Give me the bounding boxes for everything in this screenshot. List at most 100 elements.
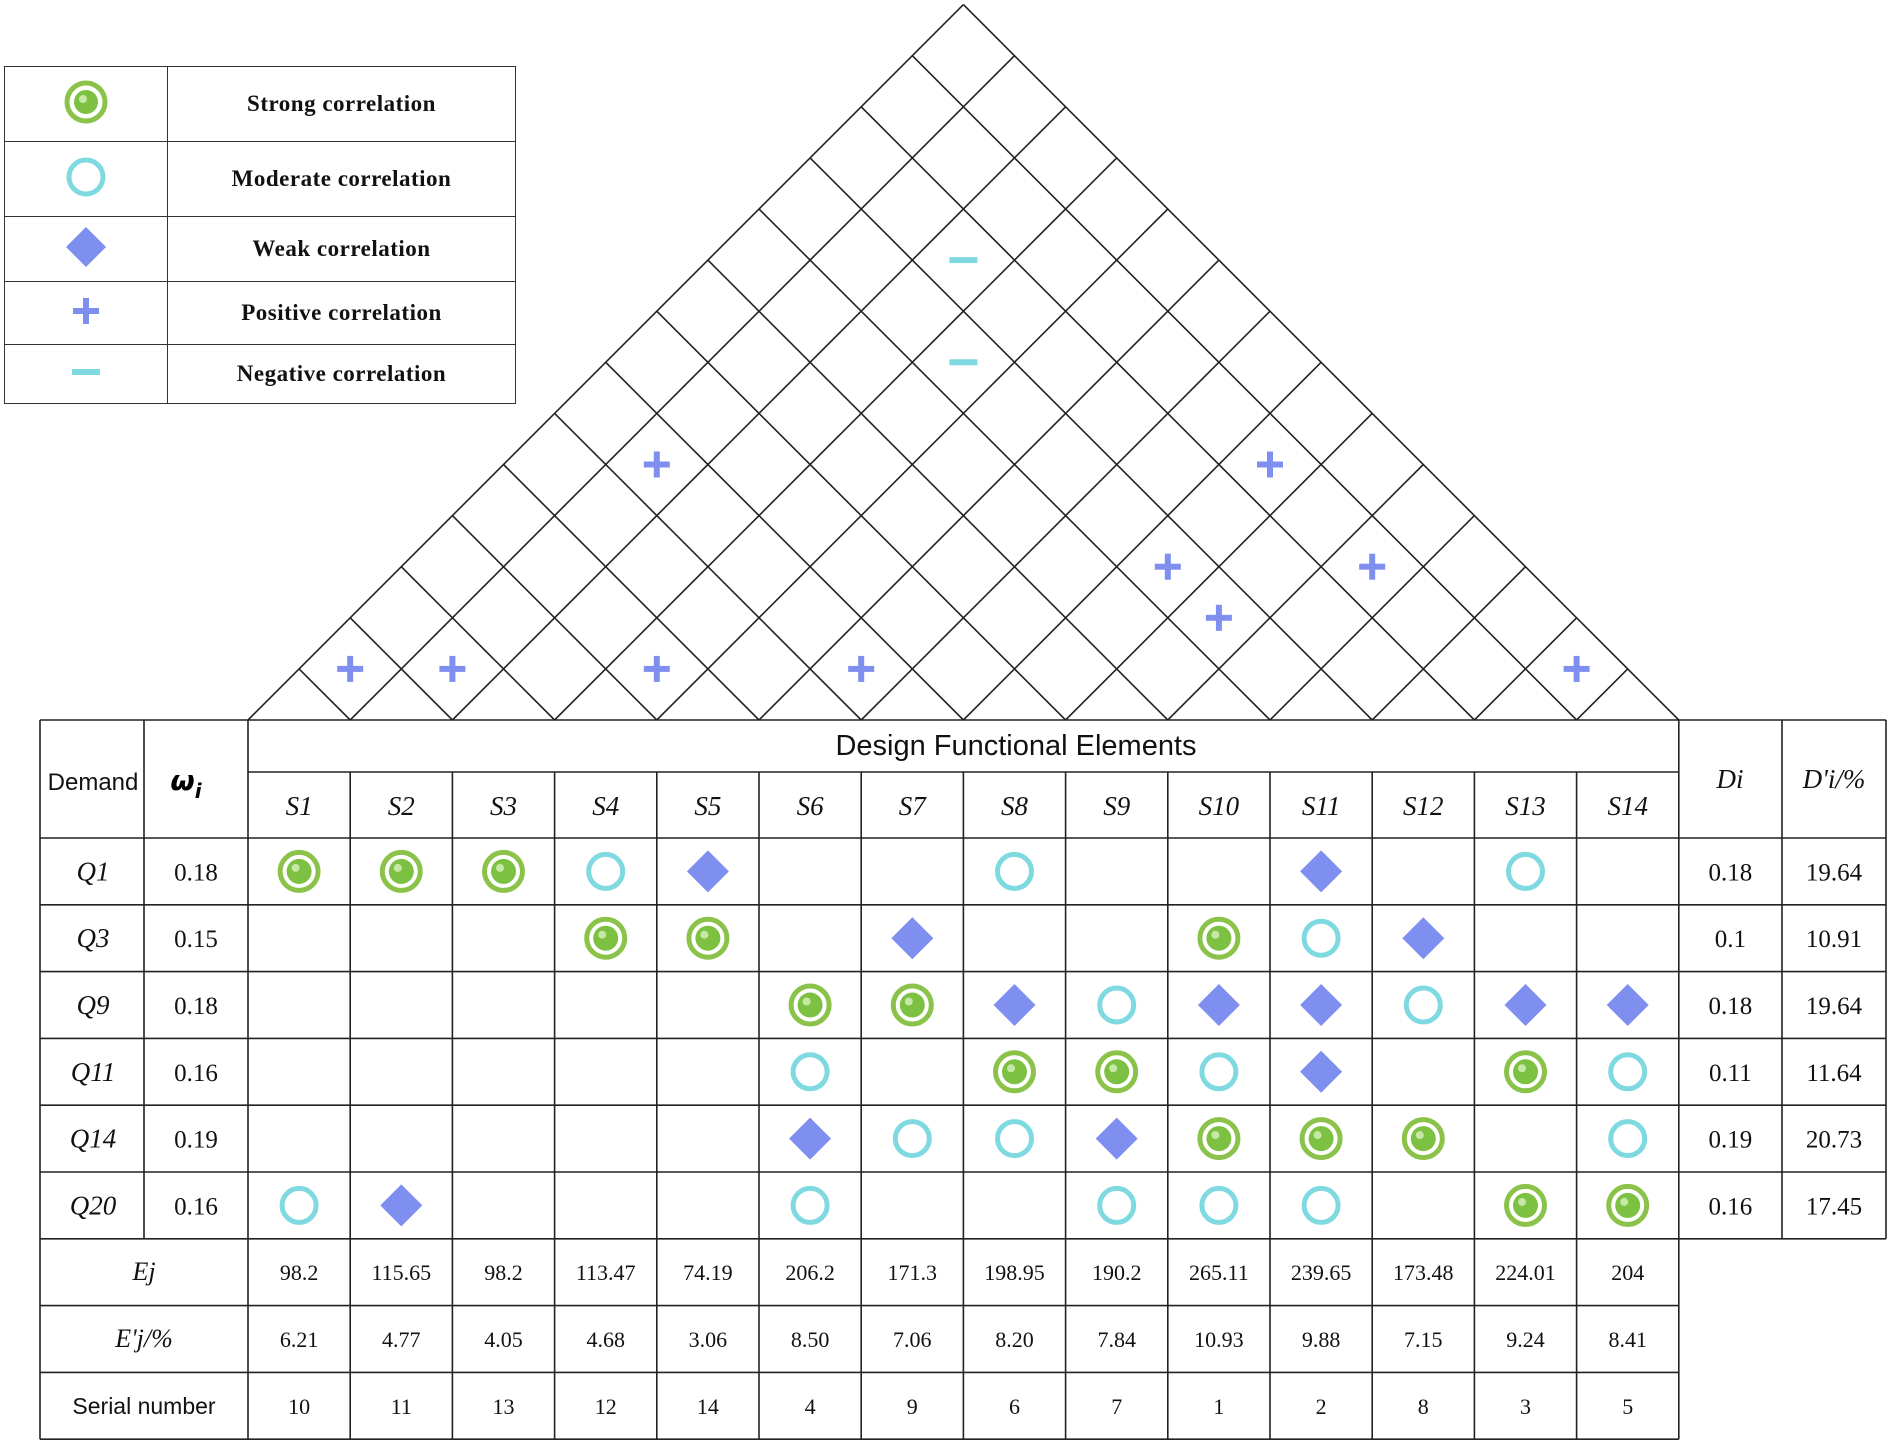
roof-line: [298, 668, 351, 720]
footer-value: 14: [697, 1394, 719, 1419]
di-value: 0.19: [1709, 1127, 1753, 1154]
roof-line: [349, 55, 1016, 720]
demand-label: Q14: [70, 1124, 117, 1154]
footer-value: 2: [1316, 1394, 1327, 1419]
footer-value: 9: [907, 1394, 918, 1419]
strong-icon: [1606, 1183, 1650, 1227]
body-rows: Q1 0.18 0.18 19.64 Q3 0.15 0.1 10.91 Q9 0.18 0.18 1…: [70, 849, 1863, 1227]
header-group-title: Design Functional Elements: [835, 730, 1196, 762]
roof-line: [758, 208, 1271, 720]
dpi-value: 19.64: [1806, 859, 1863, 886]
strong-icon: [1504, 1050, 1547, 1094]
weak-icon: [993, 984, 1036, 1026]
roof-line: [656, 310, 1067, 720]
table-row: Q20 0.16 0.16 17.45: [70, 1183, 1862, 1227]
plus-icon: [1257, 451, 1283, 478]
roof-line: [1167, 463, 1424, 720]
strong-icon: [379, 849, 423, 893]
dpi-value: 10.91: [1806, 926, 1862, 953]
footer-value: 7.06: [893, 1327, 932, 1352]
strong-icon: [890, 983, 934, 1027]
weak-icon: [1606, 984, 1649, 1026]
demand-label: Q20: [70, 1190, 117, 1220]
table-row: Q3 0.15 0.1 10.91: [77, 916, 1862, 960]
footer-value: 171.3: [888, 1260, 938, 1285]
footer-value: 198.95: [984, 1260, 1045, 1285]
header-demand: Demand: [48, 769, 139, 796]
footer-value: 9.88: [1302, 1327, 1341, 1352]
plus-icon: [1359, 553, 1386, 580]
plus-icon: [643, 451, 670, 478]
moderate-icon: [1608, 1119, 1648, 1159]
footer-value: 7.84: [1097, 1327, 1136, 1352]
moderate-icon: [1199, 1185, 1239, 1225]
weak-icon: [891, 917, 934, 960]
strong-icon: [277, 849, 321, 893]
moderate-icon: [1403, 985, 1443, 1025]
footer-value: 113.47: [576, 1260, 636, 1285]
footer-value: 8.20: [995, 1327, 1034, 1352]
table-row: Q9 0.18 0.18 19.64: [77, 983, 1863, 1027]
footer-value: 190.2: [1092, 1260, 1142, 1285]
moderate-icon: [790, 1052, 830, 1092]
column-header: S5: [694, 791, 721, 821]
plus-icon: [643, 655, 670, 682]
legend: Strong correlation Moderate correlation …: [4, 66, 516, 404]
plus-icon: [1563, 655, 1590, 682]
column-header: S2: [388, 791, 415, 821]
footer-value: 265.11: [1189, 1260, 1249, 1285]
weak-icon: [1402, 917, 1445, 960]
footer-value: 6: [1009, 1394, 1020, 1419]
footer-value: 7: [1111, 1394, 1122, 1419]
weak-icon: [1300, 1050, 1343, 1093]
weak-icon: [380, 1184, 423, 1227]
weak-icon: [686, 850, 729, 893]
footer-label: Ej: [131, 1257, 155, 1286]
column-header: S1: [286, 791, 313, 821]
strong-icon: [1401, 1117, 1445, 1161]
footer-value: 9.24: [1506, 1327, 1545, 1352]
footer-value: 3: [1520, 1394, 1531, 1419]
moderate-icon: [1301, 918, 1341, 958]
legend-label-positive: Positive correlation: [167, 281, 516, 345]
column-header: S9: [1103, 791, 1131, 821]
footer-label: Serial number: [72, 1393, 216, 1419]
strong-icon: [1504, 1183, 1547, 1227]
strong-icon: [4, 66, 168, 142]
dpi-value: 19.64: [1806, 993, 1863, 1020]
column-header: S7: [899, 791, 928, 821]
moderate-icon: [995, 851, 1034, 891]
footer-value: 224.01: [1495, 1260, 1556, 1285]
footer-label: E'j/%: [114, 1324, 173, 1353]
footer-value: 13: [493, 1394, 515, 1419]
header-omega: ωi: [170, 764, 202, 803]
demand-label: Q11: [71, 1057, 116, 1087]
footer-value: 4.05: [484, 1327, 523, 1352]
footer-value: 12: [595, 1394, 617, 1419]
footer-value: 8.41: [1608, 1327, 1647, 1352]
demand-label: Q3: [77, 923, 110, 953]
grid-lines: [39, 719, 1887, 1440]
roof-line: [554, 412, 862, 720]
strong-icon: [1197, 1117, 1241, 1161]
correlation-roof: [247, 4, 1680, 720]
legend-row-strong: Strong correlation: [4, 66, 516, 142]
weak-icon: [1095, 1117, 1138, 1160]
moderate-icon: [1199, 1052, 1239, 1092]
moderate-icon: [586, 851, 626, 891]
footer-value: 4: [805, 1394, 816, 1419]
footer-value: 4.68: [586, 1327, 625, 1352]
strong-icon: [993, 1050, 1036, 1094]
minus-icon: [949, 359, 978, 366]
column-header: S10: [1199, 791, 1240, 821]
roof-line: [758, 259, 1220, 720]
weight-value: 0.16: [174, 1193, 218, 1220]
footer-value: 98.2: [280, 1260, 319, 1285]
weak-icon: [1197, 984, 1240, 1026]
di-value: 0.18: [1709, 993, 1753, 1020]
moderate-icon: [892, 1119, 932, 1159]
moderate-icon: [4, 141, 168, 217]
table-row: Q14 0.19 0.19 20.73: [70, 1117, 1862, 1161]
strong-icon: [686, 916, 730, 960]
footer-value: 11: [391, 1394, 412, 1419]
